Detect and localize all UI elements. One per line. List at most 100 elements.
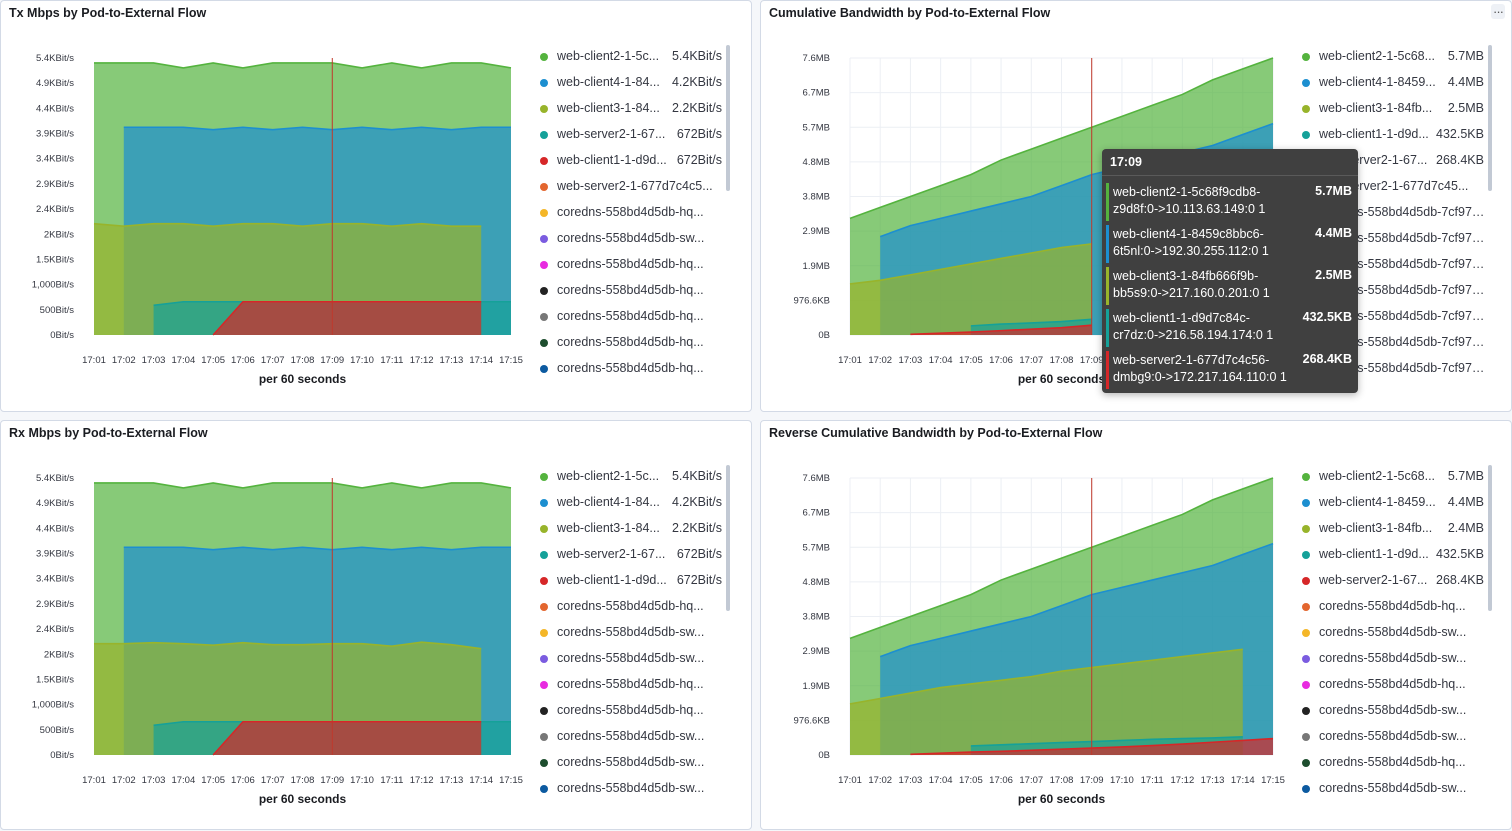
series-line [212, 720, 482, 756]
legend-color-icon [1302, 733, 1310, 741]
x-tick-label: 17:04 [929, 355, 953, 366]
y-tick-label: 4.8MB [803, 577, 830, 588]
legend-item[interactable]: web-client1-1-d9d... 672Bit/s [534, 149, 730, 175]
series-line [849, 243, 1092, 285]
legend-item[interactable]: coredns-558bd4d5db-sw... [534, 725, 730, 751]
legend-item[interactable]: web-client4-1-8459... 4.4MB [1296, 71, 1492, 97]
legend-item[interactable]: web-server2-1-67... 672Bit/s [534, 123, 730, 149]
legend-scrollbar[interactable] [726, 45, 730, 191]
legend-item[interactable]: coredns-558bd4d5db-sw... [1296, 699, 1492, 725]
legend-item[interactable]: web-client2-1-5c... 5.4KBit/s [534, 45, 730, 71]
legend-item[interactable]: coredns-558bd4d5db-hq... [534, 357, 730, 383]
legend-item[interactable]: web-client4-1-8459... 4.4MB [1296, 491, 1492, 517]
x-tick-label: 17:05 [959, 355, 983, 366]
legend-item[interactable]: web-client4-1-84... 4.2KBit/s [534, 491, 730, 517]
legend-item[interactable]: coredns-558bd4d5db-sw... [1296, 725, 1492, 751]
legend-item[interactable]: web-client2-1-5c... 5.4KBit/s [534, 465, 730, 491]
legend-label: coredns-558bd4d5db-hq... [557, 361, 704, 375]
series-area[interactable] [850, 649, 1243, 755]
y-tick-label: 3.9KBit/s [36, 129, 74, 140]
series-area[interactable] [850, 243, 1092, 335]
y-tick-label: 1,000Bit/s [32, 280, 74, 291]
tooltip-title: 17:09 [1110, 155, 1142, 169]
legend-item[interactable]: web-client2-1-5c68... 5.7MB [1296, 465, 1492, 491]
legend-label: coredns-558bd4d5db-hq... [557, 677, 704, 691]
legend-scrollbar[interactable] [726, 465, 730, 611]
y-tick-label: 5.4KBit/s [36, 53, 74, 64]
x-axis-title: per 60 seconds [1018, 792, 1106, 806]
x-tick-label: 17:10 [350, 775, 374, 786]
series-area[interactable] [213, 301, 482, 335]
tooltip-color-bar [1106, 309, 1109, 347]
x-tick-label: 17:02 [112, 355, 136, 366]
legend-item[interactable]: coredns-558bd4d5db-sw... [1296, 647, 1492, 673]
legend-item[interactable]: web-client1-1-d9d... 432.5KB [1296, 543, 1492, 569]
legend-item[interactable]: coredns-558bd4d5db-sw... [1296, 621, 1492, 647]
tooltip-row: web-client2-1-5c68f9cdb8-z9d8f:0->10.113… [1106, 183, 1354, 221]
chart-tx-mbps[interactable]: 0Bit/s 500Bit/s 1,000Bit/s 1.5KBit/s 2KBit/s… [1, 1, 753, 413]
panel-title: Tx Mbps by Pod-to-External Flow [9, 6, 207, 20]
legend-color-icon [540, 261, 548, 269]
x-tick-label: 17:08 [1050, 355, 1074, 366]
tooltip-value: 268.4KB [1302, 352, 1352, 366]
tooltip-label: web-client2-1-5c68f9cdb8-z9d8f:0->10.113… [1113, 185, 1266, 216]
y-tick-label: 3.9KBit/s [36, 549, 74, 560]
legend-item[interactable]: coredns-558bd4d5db-hq... [534, 699, 730, 725]
legend-label: coredns-558bd4d5db-hq... [557, 335, 704, 349]
legend-scrollbar[interactable] [1488, 465, 1492, 611]
x-tick-label: 17:13 [1201, 775, 1225, 786]
legend-item[interactable]: coredns-558bd4d5db-sw... [1296, 777, 1492, 803]
tooltip-row: web-server2-1-677d7c4c56-dmbg9:0->172.21… [1106, 351, 1354, 389]
legend-item[interactable]: coredns-558bd4d5db-hq... [534, 253, 730, 279]
legend-rx-mbps[interactable]: web-client2-1-5c... 5.4KBit/s web-client4-… [534, 465, 730, 805]
legend-item[interactable]: coredns-558bd4d5db-sw... [534, 647, 730, 673]
legend-tx-mbps[interactable]: web-client2-1-5c... 5.4KBit/s web-client4-… [534, 45, 730, 385]
legend-item[interactable]: web-server2-1-677d7c4c5... [534, 175, 730, 201]
legend-item[interactable]: coredns-558bd4d5db-hq... [534, 305, 730, 331]
legend-item[interactable]: web-client1-1-d9d... 432.5KB [1296, 123, 1492, 149]
x-tick-label: 17:15 [499, 355, 523, 366]
y-tick-label: 7.6MB [803, 473, 830, 484]
legend-item[interactable]: web-client2-1-5c68... 5.7MB [1296, 45, 1492, 71]
legend-item[interactable]: coredns-558bd4d5db-sw... [534, 777, 730, 803]
series-line [970, 318, 1092, 327]
legend-item[interactable]: coredns-558bd4d5db-hq... [1296, 673, 1492, 699]
legend-color-icon [540, 131, 548, 139]
legend-item[interactable]: web-server2-1-67... 268.4KB [1296, 569, 1492, 595]
legend-item[interactable]: web-client4-1-84... 4.2KBit/s [534, 71, 730, 97]
chart-rx-mbps[interactable]: 0Bit/s 500Bit/s 1,000Bit/s 1.5KBit/s 2KBit/s… [1, 421, 753, 831]
legend-item[interactable]: coredns-558bd4d5db-hq... [534, 673, 730, 699]
series-area[interactable] [910, 325, 1092, 335]
ellipsis-icon[interactable]: ··· [1491, 4, 1505, 19]
legend-item[interactable]: coredns-558bd4d5db-hq... [1296, 751, 1492, 777]
legend-item[interactable]: web-server2-1-67... 672Bit/s [534, 543, 730, 569]
legend-color-icon [540, 681, 548, 689]
chart-reverse-cumulative-bandwidth[interactable]: 0B 976.6KB 1.9MB 2.9MB 3.8MB 4.8MB 5.7MB 6.7MB 7… [761, 421, 1512, 831]
legend-color-icon [1302, 79, 1310, 87]
x-tick-label: 17:07 [261, 775, 285, 786]
legend-item[interactable]: coredns-558bd4d5db-hq... [534, 201, 730, 227]
legend-item[interactable]: coredns-558bd4d5db-sw... [534, 751, 730, 777]
legend-value: 2.5MB [1447, 101, 1484, 115]
y-tick-label: 4.9KBit/s [36, 498, 74, 509]
series-area[interactable] [213, 721, 482, 755]
x-tick-label: 17:06 [231, 775, 255, 786]
legend-item[interactable]: coredns-558bd4d5db-sw... [534, 227, 730, 253]
legend-scrollbar[interactable] [1488, 45, 1492, 191]
legend-item[interactable]: web-client3-1-84... 2.2KBit/s [534, 97, 730, 123]
legend-item[interactable]: coredns-558bd4d5db-hq... [534, 279, 730, 305]
legend-item[interactable]: coredns-558bd4d5db-hq... [1296, 595, 1492, 621]
y-tick-label: 0B [818, 750, 830, 761]
legend-value: 672Bit/s [676, 127, 722, 141]
legend-item[interactable]: coredns-558bd4d5db-sw... [534, 621, 730, 647]
series-area[interactable] [910, 738, 1273, 755]
tooltip-color-bar [1106, 351, 1109, 389]
legend-item[interactable]: web-client3-1-84... 2.2KBit/s [534, 517, 730, 543]
legend-item[interactable]: coredns-558bd4d5db-hq... [534, 595, 730, 621]
legend-reverse-cumulative-bandwidth[interactable]: web-client2-1-5c68... 5.7MB web-client4-1-… [1296, 465, 1492, 805]
legend-color-icon [540, 785, 548, 793]
legend-item[interactable]: web-client3-1-84fb... 2.4MB [1296, 517, 1492, 543]
legend-item[interactable]: web-client3-1-84fb... 2.5MB [1296, 97, 1492, 123]
legend-item[interactable]: coredns-558bd4d5db-hq... [534, 331, 730, 357]
legend-item[interactable]: web-client1-1-d9d... 672Bit/s [534, 569, 730, 595]
